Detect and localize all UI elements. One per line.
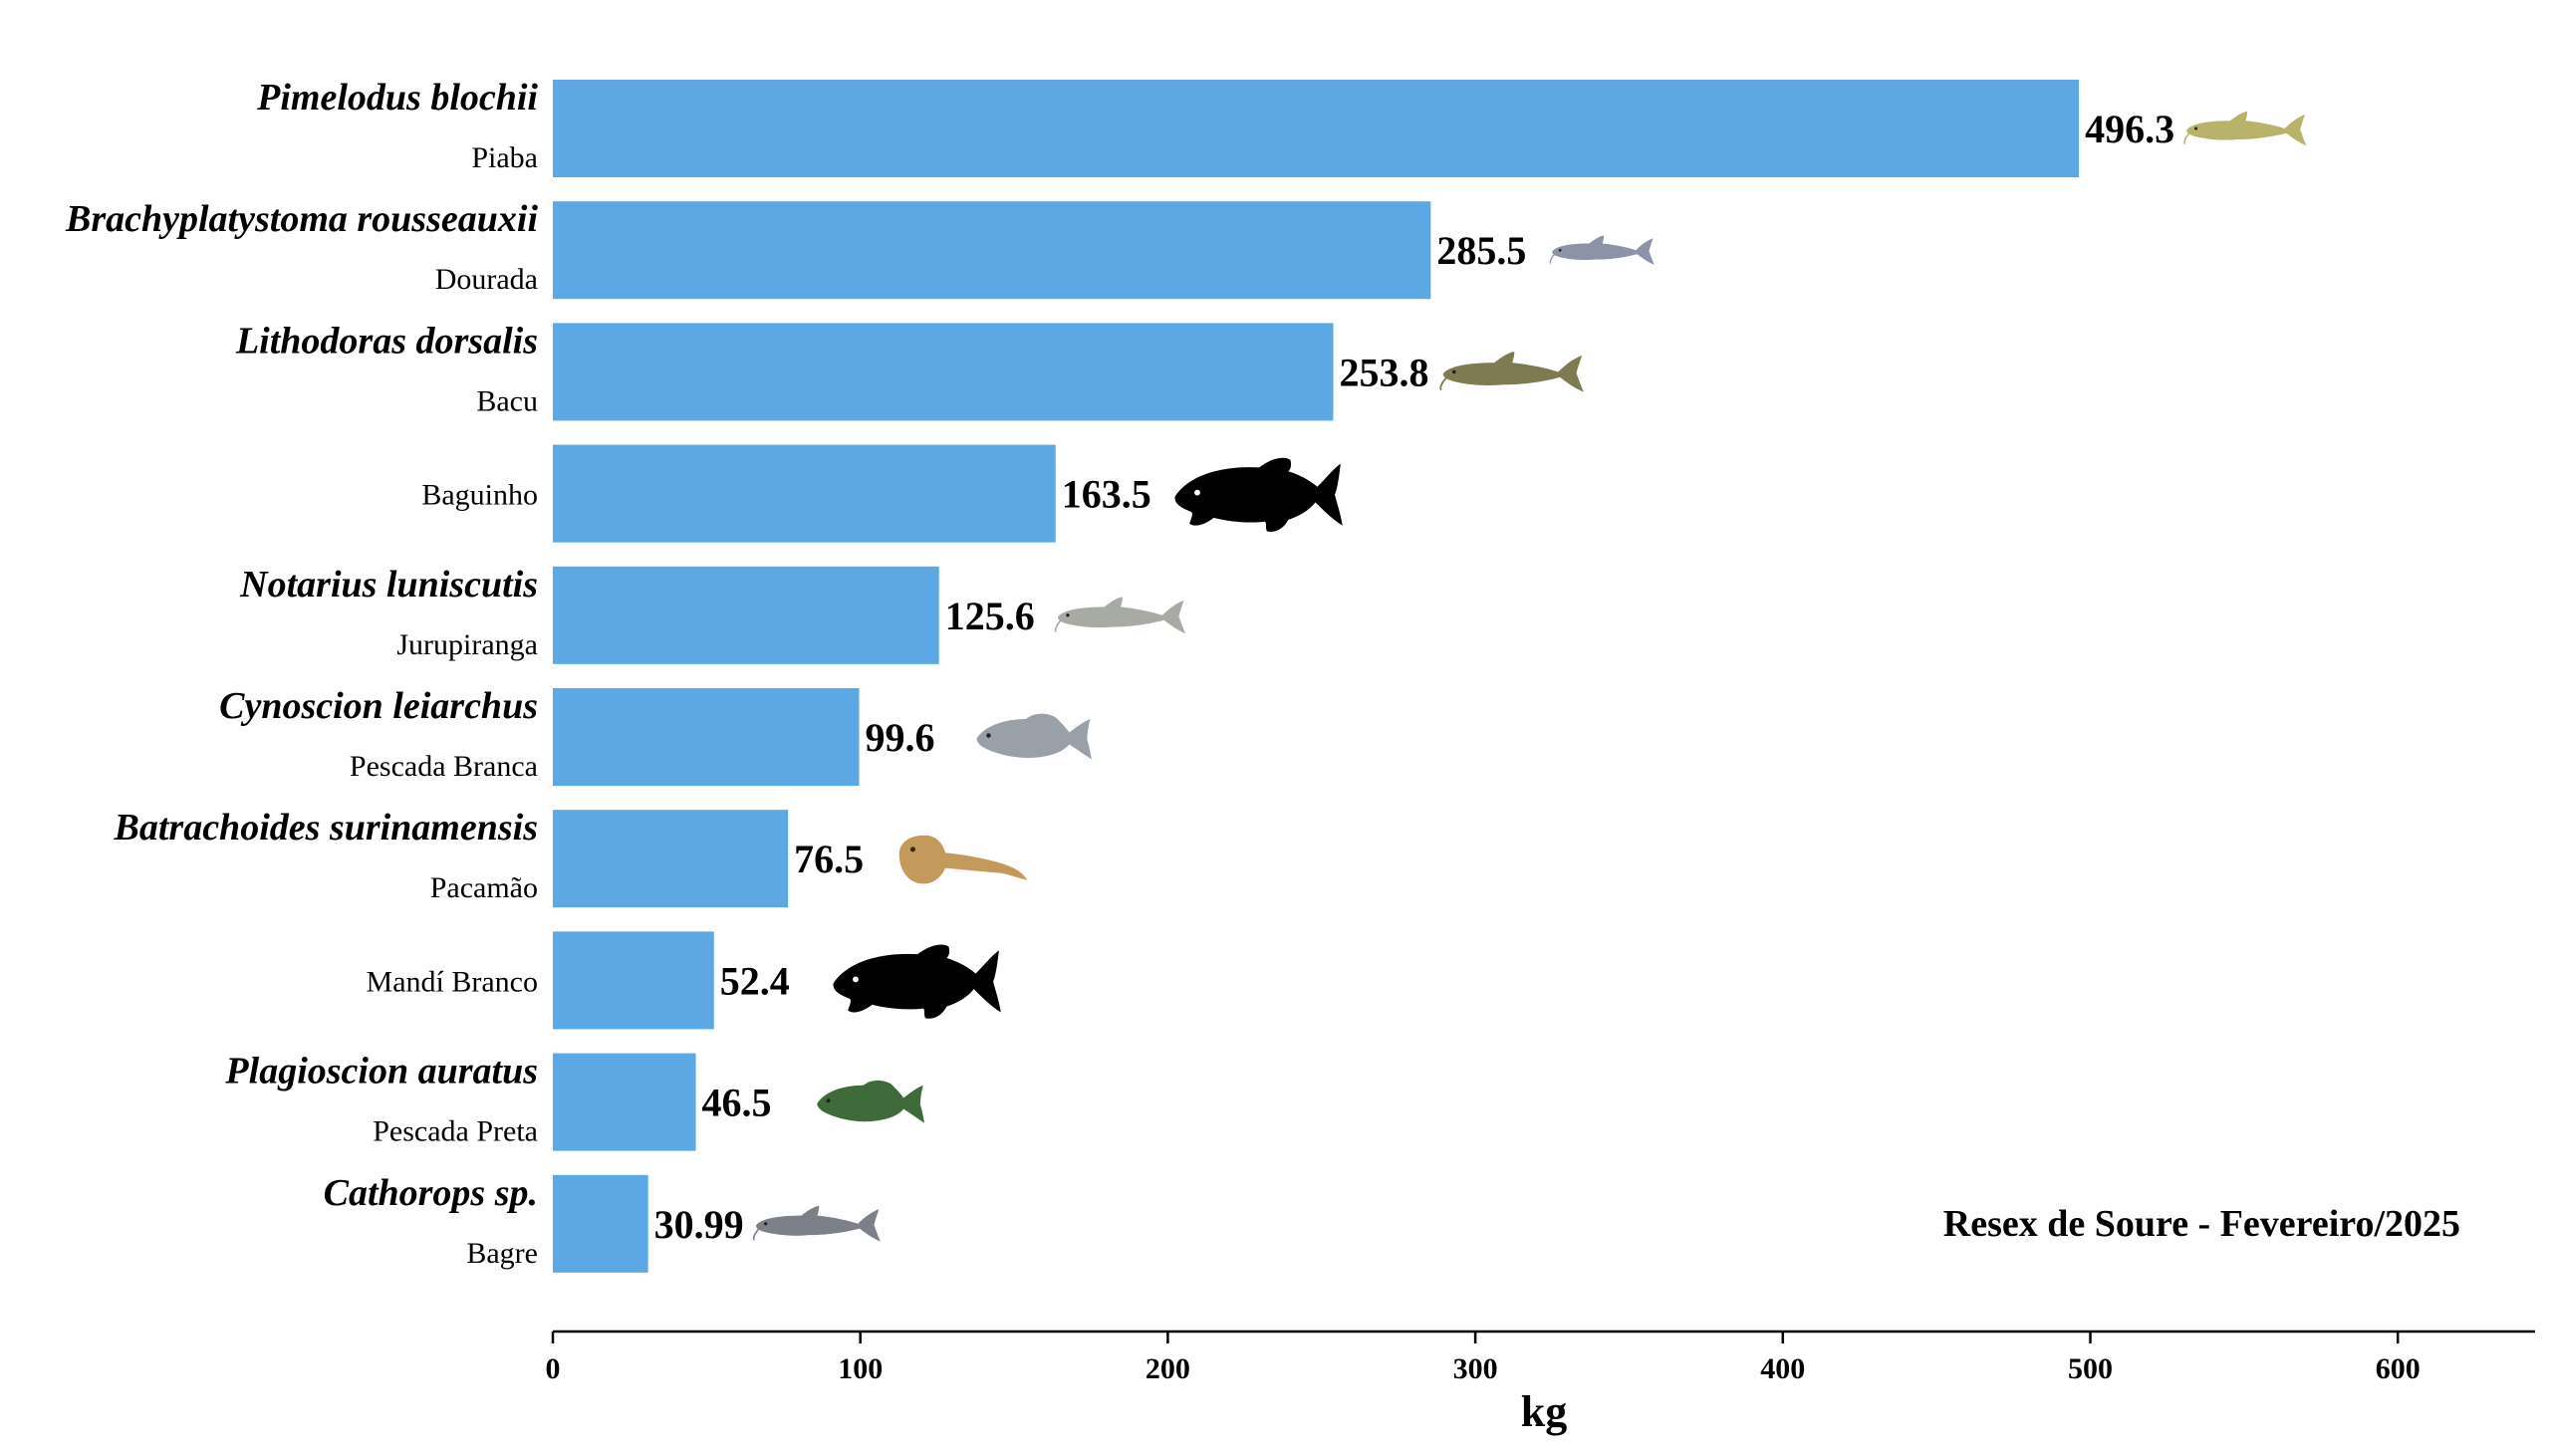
bar-value-label: 253.8 <box>1339 350 1428 394</box>
species-scientific-name: Pimelodus blochii <box>256 77 538 119</box>
x-axis-ticks: 0 100 200 300 400 500 600 <box>546 1332 2421 1385</box>
species-common-name: Bacu <box>476 384 538 417</box>
species-scientific-name: Plagioscion auratus <box>224 1051 538 1092</box>
bar <box>553 444 1056 543</box>
x-tick-label: 300 <box>1453 1352 1498 1385</box>
species-scientific-name: Brachyplatystoma rousseauxii <box>65 198 538 240</box>
bar <box>553 80 2080 177</box>
bar <box>553 1174 648 1273</box>
x-tick-label: 600 <box>2376 1352 2421 1385</box>
species-scientific-name: Notarius luniscutis <box>239 564 538 606</box>
species-common-name: Mandí Branco <box>367 965 538 998</box>
species-common-name: Pescada Branca <box>350 750 538 783</box>
chart-annotation: Resex de Soure - Fevereiro/2025 <box>1943 1203 2460 1245</box>
species-common-name: Piaba <box>471 141 538 174</box>
catfish-photo-gray-icon <box>1549 234 1656 266</box>
bars <box>553 80 2080 1273</box>
x-tick-label: 200 <box>1146 1352 1190 1385</box>
y-axis-labels: Pimelodus blochii Piaba Brachyplatystoma r… <box>65 77 538 1270</box>
fish-silhouette-icon <box>1174 457 1343 532</box>
species-common-name: Jurupiranga <box>396 628 538 661</box>
catfish-photo-silver-icon <box>1054 596 1187 635</box>
x-tick-label: 0 <box>546 1352 561 1385</box>
species-common-name: Pacamão <box>430 871 538 904</box>
bar <box>553 931 714 1030</box>
weakfish-photo-icon <box>976 713 1092 760</box>
species-common-name: Dourada <box>435 263 538 296</box>
bar <box>553 566 939 664</box>
species-common-name: Pescada Preta <box>373 1115 538 1148</box>
bar-value-label: 163.5 <box>1062 472 1151 517</box>
catfish-photo-small-icon <box>752 1205 882 1243</box>
species-scientific-name: Lithodoras dorsalis <box>235 320 538 362</box>
species-scientific-name: Cynoscion leiarchus <box>219 685 538 727</box>
bar-value-label: 30.99 <box>654 1202 744 1247</box>
fish-silhouette-icon <box>833 944 1001 1019</box>
armored-catfish-photo-icon <box>1439 351 1585 393</box>
bar <box>553 201 1431 300</box>
x-tick-label: 100 <box>838 1352 883 1385</box>
bar <box>553 1053 696 1151</box>
bar <box>553 810 789 908</box>
bar-value-label: 52.4 <box>720 958 790 1003</box>
bar-value-label: 285.5 <box>1436 228 1526 273</box>
x-tick-label: 500 <box>2068 1352 2113 1385</box>
catfish-photo-yellow-icon <box>2183 110 2308 147</box>
species-common-name: Bagre <box>466 1237 538 1270</box>
species-scientific-name: Batrachoides surinamensis <box>114 807 539 849</box>
bar-value-label: 46.5 <box>702 1081 772 1125</box>
bar-value-label: 99.6 <box>865 715 934 760</box>
bar <box>553 688 860 786</box>
croaker-photo-green-icon <box>817 1080 925 1123</box>
species-scientific-name: Cathorops sp. <box>324 1172 538 1214</box>
x-tick-label: 400 <box>1760 1352 1805 1385</box>
bar-value-label: 125.6 <box>945 594 1035 638</box>
bar <box>553 323 1334 421</box>
species-common-name: Baguinho <box>421 479 538 512</box>
toadfish-photo-icon <box>898 835 1028 884</box>
value-labels: 496.3 285.5 253.8 163.5 125.6 99.6 76.5 52.4 46.… <box>654 107 2174 1247</box>
bar-value-label: 76.5 <box>794 837 864 881</box>
bar-value-label: 496.3 <box>2085 107 2174 151</box>
x-axis-label: kg <box>1521 1387 1567 1436</box>
